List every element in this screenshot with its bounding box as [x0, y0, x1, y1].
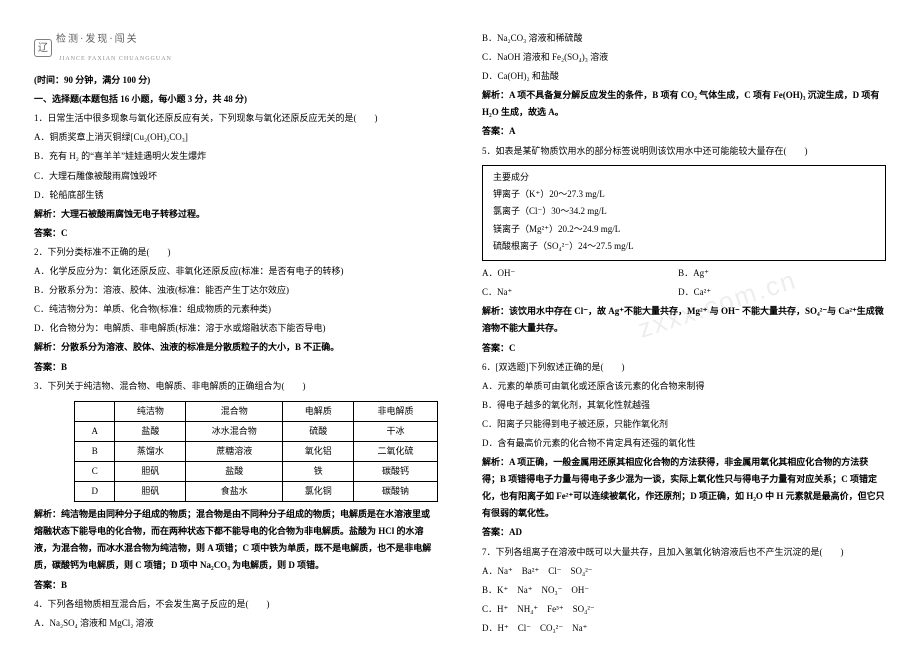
- q6-opt-a: A．元素的单质可由氧化或还原含该元素的化合物来制得: [482, 378, 886, 395]
- q1-stem: 1．日常生活中很多现象与氧化还原反应有关，下列现象与氧化还原反应无关的是( ): [34, 110, 438, 127]
- q5-explanation: 解析：该饮用水中存在 Cl⁻，故 Ag⁺不能大量共存，Mg²⁺ 与 OH⁻ 不能…: [482, 303, 886, 337]
- brand-mark-icon: 辽: [34, 39, 52, 57]
- table-cell: [75, 401, 115, 421]
- box-line: 钾离子（K⁺）20～27.3 mg/L: [493, 187, 875, 202]
- box-line: 氯离子（Cl⁻）30～34.2 mg/L: [493, 204, 875, 219]
- q6-explanation: 解析：A 项正确，一般金属用还原其相应化合物的方法获得，非金属用氧化其相应化合物…: [482, 454, 886, 522]
- q1-opt-d: D．轮船底部生锈: [34, 187, 438, 204]
- q2-answer: 答案：B: [34, 359, 438, 376]
- q6-opt-b: B．得电子越多的氧化剂，其氧化性就越强: [482, 397, 886, 414]
- table-cell: 盐酸: [186, 461, 283, 481]
- table-cell: 混合物: [186, 401, 283, 421]
- table-cell: 蔗糖溶液: [186, 441, 283, 461]
- brand-logo: 辽 检测·发现·闯关 JIANCE FAXIAN CHUANGGUAN: [34, 30, 438, 66]
- q1-answer: 答案：C: [34, 225, 438, 242]
- exam-timing: (时间：90 分钟，满分 100 分): [34, 72, 438, 89]
- q2-opt-c: C．纯洁物分为：单质、化合物(标准：组成物质的元素种类): [34, 301, 438, 318]
- table-cell: 干冰: [354, 421, 438, 441]
- table-cell: 纯洁物: [115, 401, 186, 421]
- brand-text: 检测·发现·闯关 JIANCE FAXIAN CHUANGGUAN: [56, 30, 172, 66]
- table-row: 纯洁物 混合物 电解质 非电解质: [75, 401, 438, 421]
- table-cell: 蒸馏水: [115, 441, 186, 461]
- left-column: 辽 检测·发现·闯关 JIANCE FAXIAN CHUANGGUAN (时间：…: [34, 30, 460, 631]
- q7-opt-d: D．H⁺ Cl⁻ CO₃²⁻ Na⁺: [482, 620, 886, 637]
- q1-opt-c: C．大理石雕像被酸雨腐蚀毁坏: [34, 168, 438, 185]
- table-cell: 碳酸钙: [354, 461, 438, 481]
- table-cell: 电解质: [283, 401, 354, 421]
- q7-opt-c: C．H⁺ NH₄⁺ Fe³⁺ SO₄²⁻: [482, 601, 886, 618]
- table-cell: 盐酸: [115, 421, 186, 441]
- box-line: 镁离子（Mg²⁺）20.2～24.9 mg/L: [493, 222, 875, 237]
- q4-answer: 答案：A: [482, 123, 886, 140]
- table-cell: 非电解质: [354, 401, 438, 421]
- q5-answer: 答案：C: [482, 340, 886, 357]
- q2-opt-a: A．化学反应分为：氧化还原反应、非氧化还原反应(标准：是否有电子的转移): [34, 263, 438, 280]
- table-cell: 胆矾: [115, 482, 186, 502]
- q5-options-row1: A．OH⁻ B．Ag⁺: [482, 265, 886, 282]
- table-cell: 食盐水: [186, 482, 283, 502]
- table-row: C 胆矾 盐酸 铁 碳酸钙: [75, 461, 438, 481]
- q7-stem: 7．下列各组离子在溶液中既可以大量共存，且加入氢氧化钠溶液后也不产生沉淀的是( …: [482, 544, 886, 561]
- box-title: 主要成分: [493, 170, 875, 185]
- q1-opt-a: A．铜质奖章上消灭铜绿[Cu₂(OH)₂CO₃]: [34, 129, 438, 146]
- table-cell: 氧化铝: [283, 441, 354, 461]
- q2-opt-b: B．分散系分为：溶液、胶体、浊液(标准：能否产生丁达尔效应): [34, 282, 438, 299]
- table-row: B 蒸馏水 蔗糖溶液 氧化铝 二氧化硫: [75, 441, 438, 461]
- table-cell: 铁: [283, 461, 354, 481]
- q6-stem: 6．[双选题]下列叙述正确的是( ): [482, 359, 886, 376]
- table-row: D 胆矾 食盐水 氯化铜 碳酸钠: [75, 482, 438, 502]
- q5-opt-b: B．Ag⁺: [678, 265, 709, 282]
- table-cell: 氯化铜: [283, 482, 354, 502]
- q5-opt-d: D．Ca²⁺: [678, 284, 711, 301]
- right-column: B．Na₂CO₃ 溶液和稀硫酸 C．NaOH 溶液和 Fe₂(SO₄)₃ 溶液 …: [460, 30, 886, 631]
- table-cell: 二氧化硫: [354, 441, 438, 461]
- q5-opt-a: A．OH⁻: [482, 265, 676, 282]
- table-cell: A: [75, 421, 115, 441]
- q4-stem: 4．下列各组物质相互混合后，不会发生离子反应的是( ): [34, 596, 438, 613]
- q7-opt-a: A．Na⁺ Ba²⁺ Cl⁻ SO₄²⁻: [482, 563, 886, 580]
- q4-opt-a: A．Na₂SO₄ 溶液和 MgCl₂ 溶液: [34, 615, 438, 632]
- q3-answer: 答案：B: [34, 577, 438, 594]
- q4-opt-b: B．Na₂CO₃ 溶液和稀硫酸: [482, 30, 886, 47]
- q5-options-row2: C．Na⁺ D．Ca²⁺: [482, 284, 886, 301]
- q2-opt-d: D．化合物分为：电解质、非电解质(标准：溶于水或熔融状态下能否导电): [34, 320, 438, 337]
- q5-ingredients-box: 主要成分 钾离子（K⁺）20～27.3 mg/L 氯离子（Cl⁻）30～34.2…: [482, 165, 886, 261]
- box-line: 硫酸根离子（SO₄²⁻）24～27.5 mg/L: [493, 239, 875, 254]
- q5-stem: 5．如表是某矿物质饮用水的部分标签说明则该饮用水中还可能能较大量存在( ): [482, 143, 886, 160]
- q3-explanation: 解析：纯洁物是由同种分子组成的物质；混合物是由不同种分子组成的物质；电解质是在水…: [34, 506, 438, 574]
- q6-opt-c: C．阳离子只能得到电子被还原，只能作氧化剂: [482, 416, 886, 433]
- q1-opt-b: B．充有 H₂ 的“喜羊羊”娃娃遇明火发生爆炸: [34, 148, 438, 165]
- q4-explanation: 解析：A 项不具备复分解反应发生的条件，B 项有 CO₂ 气体生成，C 项有 F…: [482, 87, 886, 121]
- table-cell: 胆矾: [115, 461, 186, 481]
- q2-explanation: 解析：分散系分为溶液、胶体、浊液的标准是分散质粒子的大小，B 不正确。: [34, 339, 438, 356]
- q6-opt-d: D．含有最高价元素的化合物不肯定具有还强的氧化性: [482, 435, 886, 452]
- q1-explanation: 解析：大理石被酸雨腐蚀无电子转移过程。: [34, 206, 438, 223]
- table-cell: 碳酸钠: [354, 482, 438, 502]
- table-cell: B: [75, 441, 115, 461]
- q6-answer: 答案：AD: [482, 524, 886, 541]
- q4-opt-c: C．NaOH 溶液和 Fe₂(SO₄)₃ 溶液: [482, 49, 886, 66]
- table-cell: C: [75, 461, 115, 481]
- q5-opt-c: C．Na⁺: [482, 284, 676, 301]
- table-cell: 冰水混合物: [186, 421, 283, 441]
- table-cell: 硫酸: [283, 421, 354, 441]
- q3-stem: 3．下列关于纯洁物、混合物、电解质、非电解质的正确组合为( ): [34, 378, 438, 395]
- section-1-heading: 一、选择题(本题包括 16 小题，每小题 3 分，共 48 分): [34, 91, 438, 108]
- q2-stem: 2．下列分类标准不正确的是( ): [34, 244, 438, 261]
- q7-opt-b: B．K⁺ Na⁺ NO₃⁻ OH⁻: [482, 582, 886, 599]
- q4-opt-d: D．Ca(OH)₂ 和盐酸: [482, 68, 886, 85]
- table-row: A 盐酸 冰水混合物 硫酸 干冰: [75, 421, 438, 441]
- table-cell: D: [75, 482, 115, 502]
- q3-table: 纯洁物 混合物 电解质 非电解质 A 盐酸 冰水混合物 硫酸 干冰 B 蒸馏水 …: [74, 401, 438, 502]
